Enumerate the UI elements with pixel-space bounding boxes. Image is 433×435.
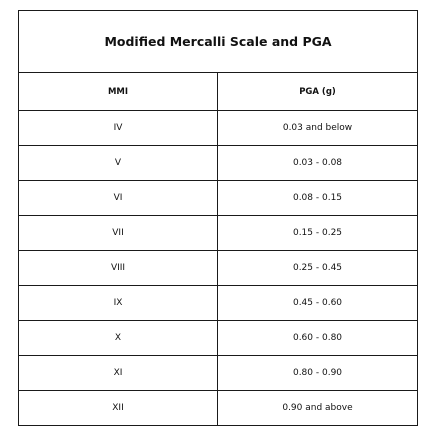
header-row: MMI PGA (g) [18,72,418,111]
pga-cell: 0.90 and above [217,390,418,426]
pga-cell: 0.25 - 0.45 [217,250,418,286]
pga-cell: 0.03 - 0.08 [217,145,418,181]
mmi-cell: VI [18,180,218,216]
mmi-cell: IX [18,285,218,321]
table-row: VII 0.15 - 0.25 [18,215,418,251]
mercalli-pga-table: Modified Mercalli Scale and PGA MMI PGA … [18,10,418,426]
table-row: X 0.60 - 0.80 [18,320,418,356]
pga-cell: 0.15 - 0.25 [217,215,418,251]
pga-cell: 0.45 - 0.60 [217,285,418,321]
title-row: Modified Mercalli Scale and PGA [18,10,418,73]
table-row: XII 0.90 and above [18,390,418,426]
mmi-cell: XI [18,355,218,391]
pga-cell: 0.60 - 0.80 [217,320,418,356]
table-row: V 0.03 - 0.08 [18,145,418,181]
table-row: XI 0.80 - 0.90 [18,355,418,391]
table-row: VIII 0.25 - 0.45 [18,250,418,286]
column-header-mmi: MMI [18,72,218,111]
table-row: VI 0.08 - 0.15 [18,180,418,216]
mmi-cell: VII [18,215,218,251]
pga-cell: 0.08 - 0.15 [217,180,418,216]
table-row: IV 0.03 and below [18,110,418,146]
mmi-cell: XII [18,390,218,426]
mmi-cell: VIII [18,250,218,286]
mmi-cell: X [18,320,218,356]
table-row: IX 0.45 - 0.60 [18,285,418,321]
mmi-cell: IV [18,110,218,146]
column-header-pga: PGA (g) [217,72,418,111]
pga-cell: 0.03 and below [217,110,418,146]
pga-cell: 0.80 - 0.90 [217,355,418,391]
table-title: Modified Mercalli Scale and PGA [18,10,418,73]
mmi-cell: V [18,145,218,181]
